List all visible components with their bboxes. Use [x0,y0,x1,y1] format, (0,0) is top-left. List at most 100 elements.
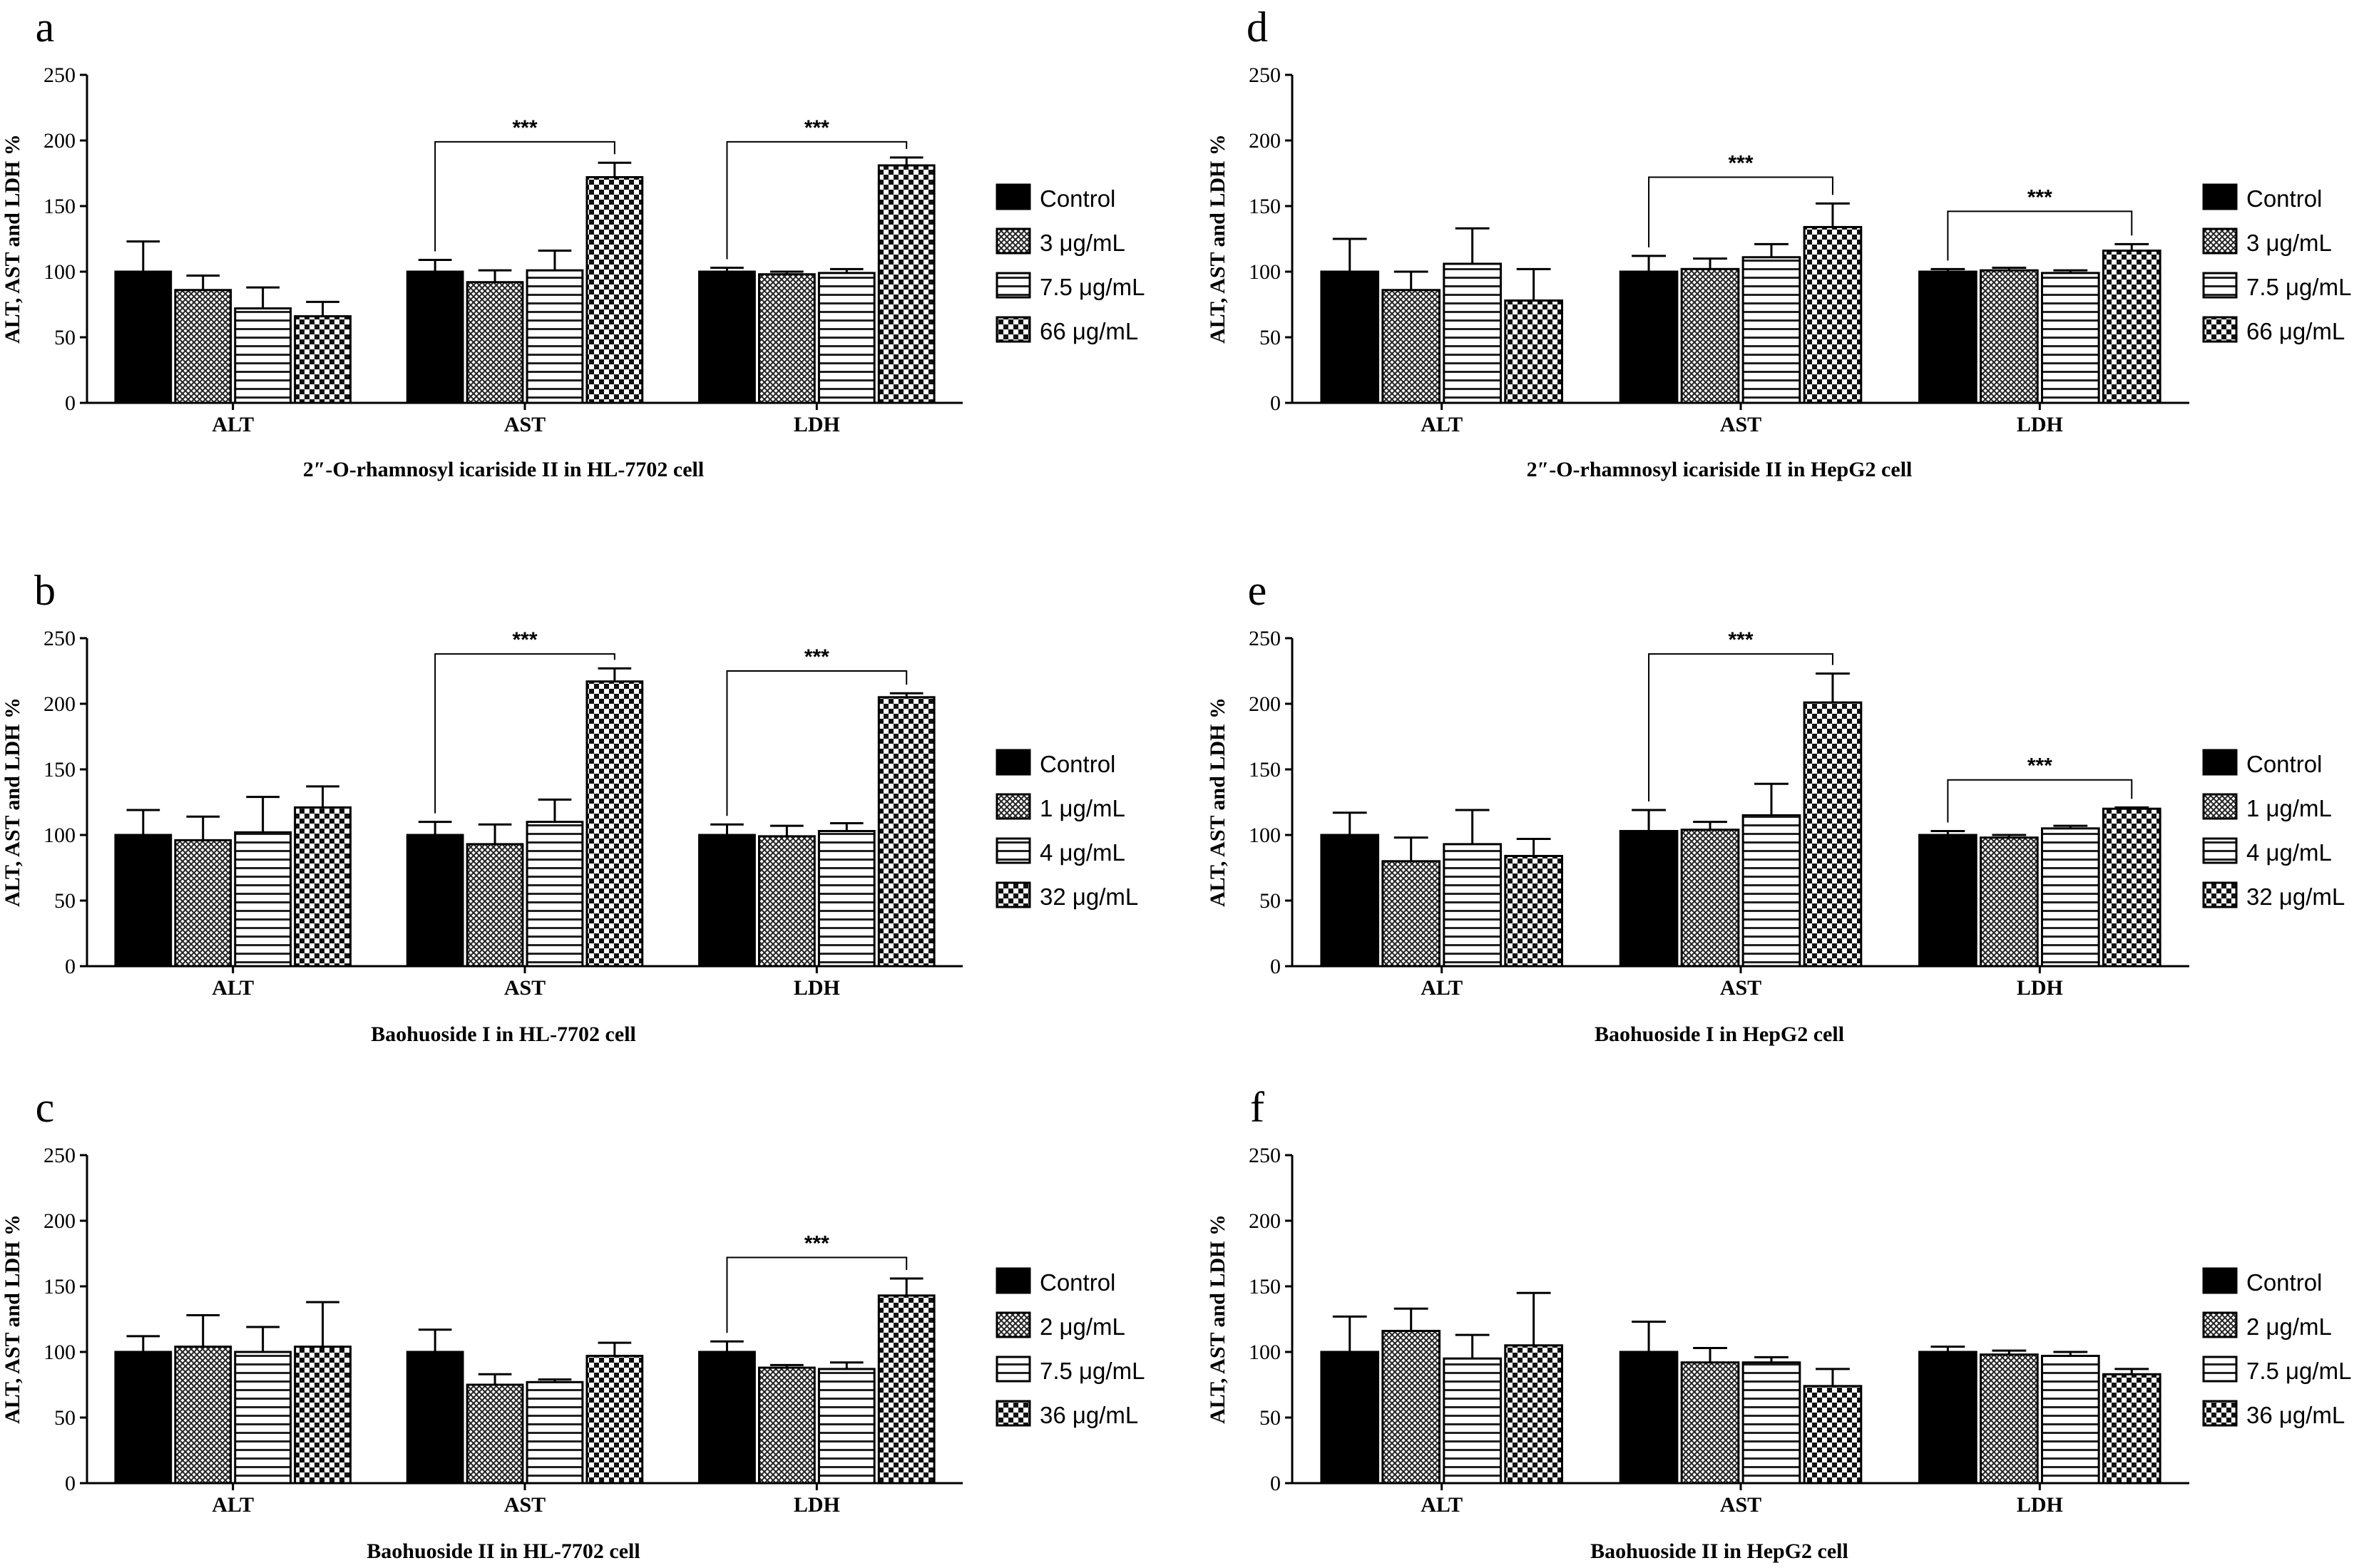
bar-alt-series-3 [1504,854,1563,968]
bar-ldh-series-3 [2102,250,2161,404]
significance-bracket [434,653,615,814]
legend-label: 66 μg/mL [2246,318,2345,344]
legend-label: 36 μg/mL [1040,1402,1138,1428]
y-tick-label: 100 [1249,1341,1281,1364]
bar-ast-series-3 [585,680,644,968]
bar-ldh-series-1 [1980,269,2039,404]
bar-ldh-series-0 [1918,834,1977,968]
significance-label: *** [804,116,829,140]
y-tick-label: 100 [1249,260,1281,284]
bar-ldh-series-3 [2102,1373,2161,1485]
bar-ast-series-1 [466,1383,524,1485]
legend-swatch [996,1356,1031,1383]
y-tick-label: 150 [44,1275,76,1298]
significance-bracket [726,1256,908,1333]
bar-ast-series-2 [1741,256,1801,404]
bar-ldh-series-1 [1980,1353,2039,1485]
legend-label: 1 μg/mL [2246,795,2332,821]
bar-alt-series-3 [294,315,352,404]
significance-bracket [1947,210,2133,261]
bar-ast-series-0 [1619,1351,1679,1485]
legend-label: Control [1040,1269,1115,1296]
x-tick-label-ldh: LDH [794,413,840,436]
chart-title: Baohuoside I in HL-7702 cell [371,1023,636,1046]
legend-swatch [2202,316,2238,343]
bar-ldh-series-1 [757,273,816,404]
bar-ldh-series-2 [2040,272,2100,404]
legend-label: 3 μg/mL [1040,230,1125,256]
y-tick-label: 150 [44,758,76,782]
bar-ldh-series-2 [2040,827,2100,968]
y-tick-label: 250 [44,1144,76,1167]
panel-letter: d [1247,4,1268,51]
legend-swatch [996,272,1031,299]
bar-ldh-series-2 [817,1368,876,1485]
bar-alt-series-3 [1504,1344,1563,1485]
bar-alt-series-3 [294,806,352,968]
x-tick-label-ast: AST [1720,976,1761,1000]
x-tick-label-ast: AST [504,976,546,1000]
x-tick-label-ldh: LDH [794,976,840,1000]
bar-ast-series-0 [406,1351,464,1485]
bar-alt-series-2 [234,831,292,968]
bar-alt-series-3 [294,1346,352,1485]
y-tick-label: 200 [1249,129,1281,153]
bar-ast-series-3 [1803,225,1863,404]
bar-alt-series-0 [1320,1351,1380,1485]
bar-ast-series-0 [1619,829,1679,968]
legend-label: 32 μg/mL [1040,883,1138,910]
bar-ast-series-0 [406,834,464,968]
legend-label: 66 μg/mL [1040,318,1138,344]
bar-alt-series-2 [1443,843,1502,968]
bar-ast-series-1 [466,843,524,968]
legend-label: 32 μg/mL [2246,883,2345,910]
significance-label: *** [804,645,829,669]
bar-ldh-series-1 [1980,836,2039,968]
legend-label: 7.5 μg/mL [1040,1358,1145,1384]
y-tick-label: 50 [1259,1406,1281,1430]
legend-swatch [2202,1267,2238,1294]
x-tick-label-ldh: LDH [794,1493,840,1517]
bar-ldh-series-3 [877,164,936,404]
chart-panel-c: c ALT, AST and LDH % 0 50 100 150 200 250 ALT AST… [1,1084,1145,1563]
legend-swatch [996,837,1031,864]
bar-ast-series-3 [585,176,644,404]
y-tick-label: 200 [44,1209,76,1233]
bar-ast-series-1 [1680,267,1740,404]
x-tick-label-ldh: LDH [2017,1493,2063,1517]
legend-swatch [996,749,1031,776]
legend-label: 3 μg/mL [2246,230,2332,256]
panel-letter: f [1250,1084,1264,1131]
legend-label: 7.5 μg/mL [2246,274,2351,300]
bar-ldh-series-0 [698,834,756,968]
y-tick-label: 0 [1270,1472,1281,1495]
legend-swatch [996,793,1031,820]
legend-swatch [996,1400,1031,1427]
significance-label: *** [2027,185,2052,209]
bar-alt-series-3 [1504,299,1563,404]
y-tick-label: 0 [65,391,76,415]
significance-label: *** [1728,628,1753,652]
x-tick-label-alt: ALT [212,1493,254,1517]
legend-swatch [2202,1311,2238,1338]
legend-label: 7.5 μg/mL [1040,274,1145,300]
bar-ast-series-3 [585,1355,644,1485]
y-axis-label: ALT, AST and LDH % [1,1214,24,1424]
legend-swatch [996,227,1031,255]
bar-ast-series-3 [1803,701,1863,968]
legend-swatch [2202,1400,2238,1427]
legend-label: 4 μg/mL [1040,839,1125,866]
chart-panel-b: b ALT, AST and LDH % 0 50 100 150 200 250 ALT AST… [1,567,1138,1046]
significance-bracket [434,140,615,252]
legend-label: Control [1040,751,1115,777]
legend-swatch [2202,1356,2238,1383]
bar-ldh-series-0 [1918,1351,1977,1485]
bar-alt-series-1 [1381,1330,1441,1485]
x-tick-label-alt: ALT [1421,1493,1463,1517]
bar-ast-series-1 [1680,1361,1740,1485]
y-tick-label: 250 [1249,1144,1281,1167]
legend-label: 7.5 μg/mL [2246,1358,2351,1384]
legend-swatch [996,1311,1031,1338]
y-tick-label: 250 [1249,63,1281,87]
